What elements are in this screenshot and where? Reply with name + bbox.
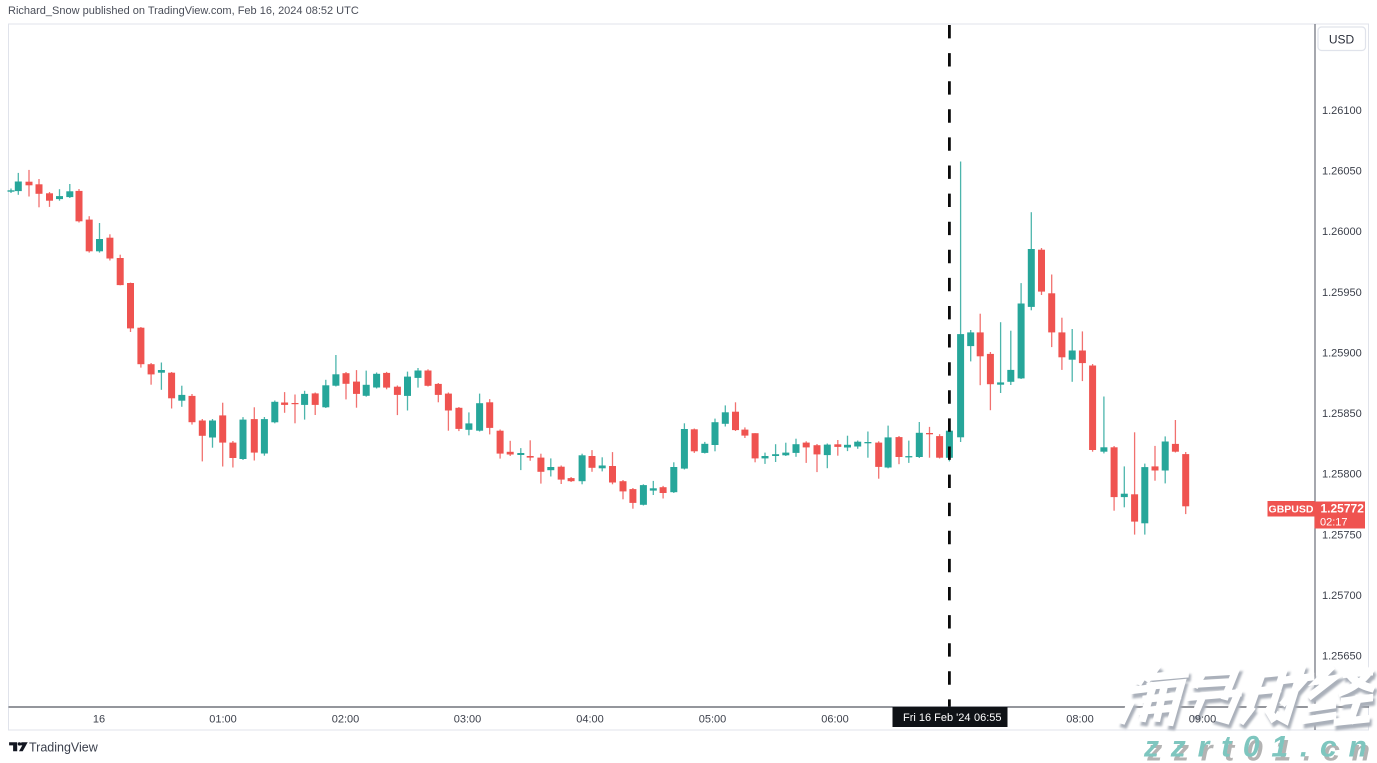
svg-text:1.25850: 1.25850 (1322, 408, 1362, 420)
svg-text:1.25800: 1.25800 (1322, 469, 1362, 481)
svg-text:06:00: 06:00 (821, 714, 849, 726)
svg-text:03:00: 03:00 (454, 714, 482, 726)
svg-text:1.25750: 1.25750 (1322, 529, 1362, 541)
svg-text:1.25700: 1.25700 (1322, 590, 1362, 602)
svg-text:1.25650: 1.25650 (1322, 651, 1362, 663)
svg-text:02:17: 02:17 (1320, 517, 1348, 529)
svg-text:zzrt01.cn: zzrt01.cn (1143, 731, 1377, 763)
svg-text:05:00: 05:00 (699, 714, 727, 726)
svg-text:1.25950: 1.25950 (1322, 287, 1362, 299)
svg-text:USD: USD (1329, 33, 1355, 47)
svg-text:TradingView: TradingView (29, 741, 99, 755)
svg-text:1.26050: 1.26050 (1322, 166, 1362, 178)
svg-text:1.25772: 1.25772 (1321, 502, 1365, 516)
svg-text:04:00: 04:00 (576, 714, 604, 726)
svg-text:Fri 16 Feb '24: Fri 16 Feb '24 (903, 712, 971, 724)
svg-text:zzrt01.cn: zzrt01.cn (1146, 734, 1377, 763)
svg-text:01:00: 01:00 (209, 714, 237, 726)
svg-text:16: 16 (93, 714, 105, 726)
svg-text:09:00: 09:00 (1189, 714, 1217, 726)
svg-text:02:00: 02:00 (332, 714, 360, 726)
svg-text:08:00: 08:00 (1066, 714, 1094, 726)
svg-text:06:55: 06:55 (974, 712, 1002, 724)
svg-text:GBPUSD: GBPUSD (1269, 504, 1314, 516)
svg-text:1.26100: 1.26100 (1322, 105, 1362, 117)
svg-text:1.26000: 1.26000 (1322, 226, 1362, 238)
svg-text:1.25900: 1.25900 (1322, 347, 1362, 359)
